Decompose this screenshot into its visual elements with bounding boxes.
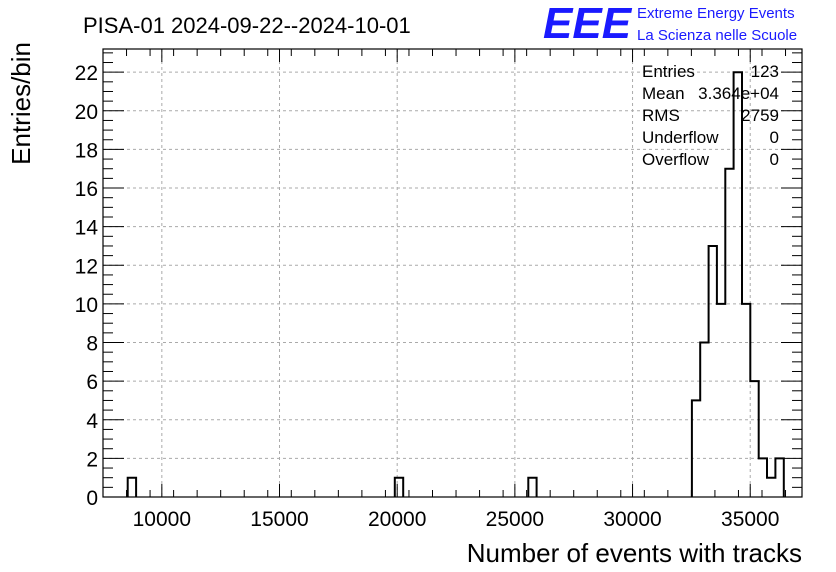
y-tick-label: 14 [75, 217, 99, 240]
y-tick-label: 0 [86, 487, 98, 510]
y-tick-label: 20 [75, 101, 98, 124]
stats-label-overflow: Overflow [642, 150, 710, 169]
x-tick-label: 20000 [368, 508, 426, 531]
stats-value-mean: 3.364e+04 [698, 84, 779, 103]
x-tick-label: 30000 [603, 508, 661, 531]
eee-logo: EEE Extreme Energy Events La Scienza nel… [543, 0, 797, 48]
stats-box: Entries 123 Mean 3.364e+04 RMS 2759 Underflow 0… [642, 62, 779, 169]
y-tick-label: 6 [86, 371, 98, 394]
plot-frame [102, 48, 803, 498]
stats-label-entries: Entries [642, 62, 695, 81]
axis-ticks [102, 49, 802, 498]
eee-logo-mark: EEE [543, 0, 633, 48]
logo-line-1: Extreme Energy Events [637, 5, 795, 22]
x-tick-label: 15000 [250, 508, 308, 531]
y-tick-labels: 0 2 4 6 8 10 12 14 16 18 20 22 [75, 62, 99, 510]
y-tick-label: 16 [75, 178, 98, 201]
y-tick-label: 12 [75, 255, 98, 278]
histogram-outline [126, 71, 785, 497]
y-tick-label: 8 [86, 333, 98, 356]
y-tick-label: 2 [86, 448, 98, 471]
y-tick-label: 4 [86, 410, 98, 433]
stats-value-entries: 123 [751, 62, 779, 81]
stats-value-rms: 2759 [741, 106, 779, 125]
x-tick-labels: 10000 15000 20000 25000 30000 35000 [133, 508, 780, 531]
x-tick-label: 35000 [721, 508, 779, 531]
stats-value-underflow: 0 [770, 128, 779, 147]
stats-label-rms: RMS [642, 106, 680, 125]
y-tick-label: 18 [75, 139, 98, 162]
stats-label-underflow: Underflow [642, 128, 719, 147]
stats-value-overflow: 0 [770, 150, 779, 169]
logo-line-2: La Scienza nelle Scuole [637, 27, 797, 44]
x-axis-title: Number of events with tracks [467, 538, 802, 568]
y-tick-label: 22 [75, 62, 98, 85]
grid-lines [103, 49, 802, 497]
chart-title: PISA-01 2024-09-22--2024-10-01 [83, 13, 411, 38]
stats-label-mean: Mean [642, 84, 685, 103]
y-axis-title: Entries/bin [6, 42, 36, 165]
x-tick-label: 25000 [486, 508, 544, 531]
x-tick-label: 10000 [133, 508, 191, 531]
y-tick-label: 10 [75, 294, 98, 317]
